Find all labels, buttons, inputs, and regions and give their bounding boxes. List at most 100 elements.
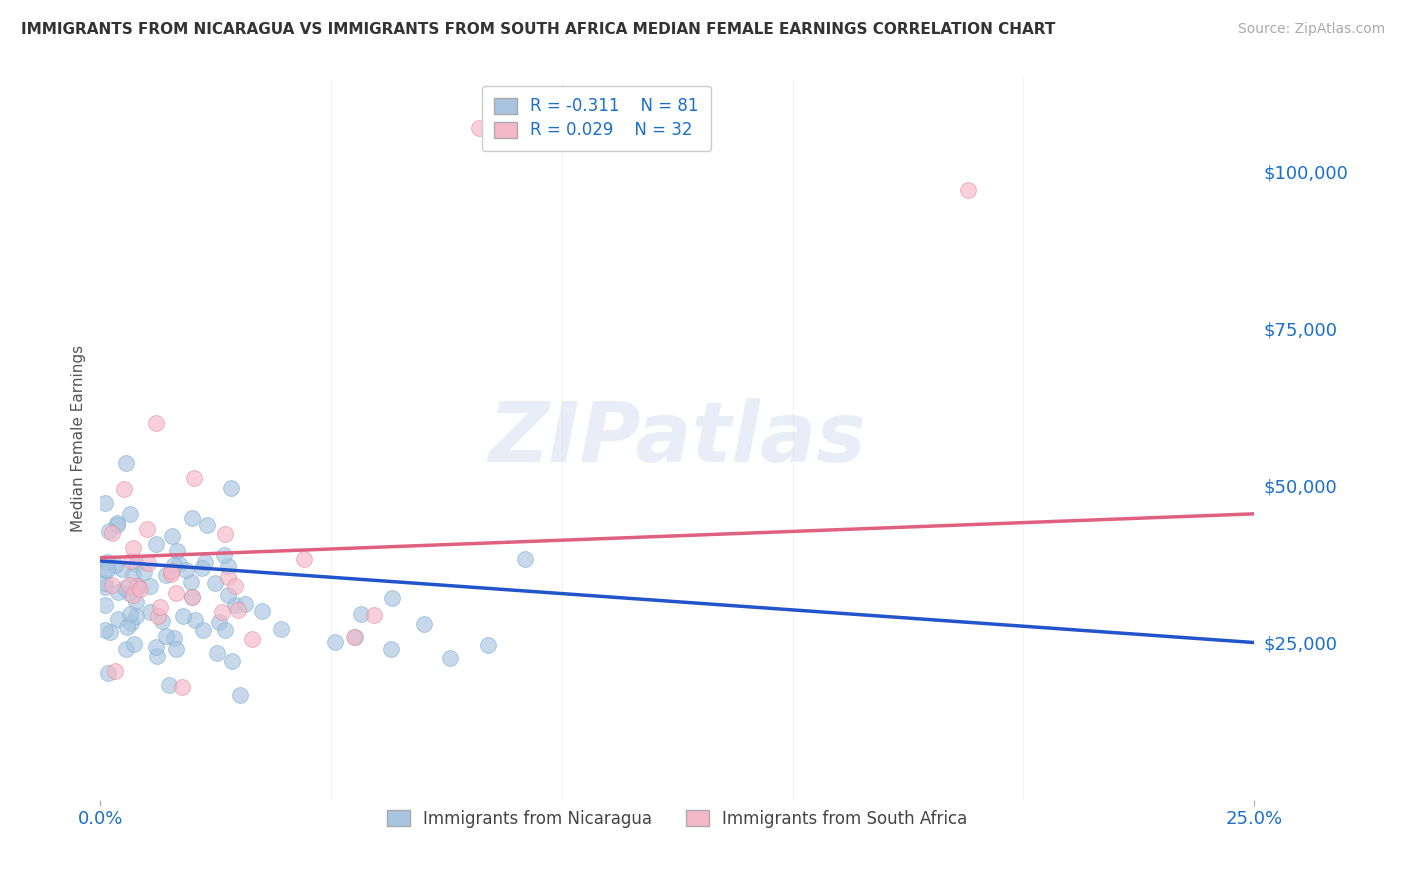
- Point: [214, 526, 236, 541]
- Text: Source: ZipAtlas.com: Source: ZipAtlas.com: [1237, 22, 1385, 37]
- Point: [122, 637, 145, 651]
- Point: [93, 496, 115, 510]
- Point: [111, 562, 134, 576]
- Point: [205, 646, 228, 660]
- Point: [342, 630, 364, 644]
- Text: IMMIGRANTS FROM NICARAGUA VS IMMIGRANTS FROM SOUTH AFRICA MEDIAN FEMALE EARNINGS: IMMIGRANTS FROM NICARAGUA VS IMMIGRANTS …: [21, 22, 1056, 37]
- Point: [477, 638, 499, 652]
- Point: [101, 578, 124, 592]
- Point: [165, 642, 187, 657]
- Point: [122, 567, 145, 582]
- Point: [112, 482, 135, 496]
- Point: [160, 567, 183, 582]
- Point: [217, 588, 239, 602]
- Point: [226, 603, 249, 617]
- Point: [381, 591, 404, 605]
- Point: [115, 642, 138, 657]
- Point: [380, 642, 402, 657]
- Point: [114, 582, 136, 596]
- Point: [160, 529, 183, 543]
- Point: [195, 517, 218, 532]
- Point: [155, 629, 177, 643]
- Point: [107, 516, 129, 531]
- Point: [191, 624, 214, 638]
- Point: [240, 632, 263, 647]
- Point: [98, 625, 121, 640]
- Legend: Immigrants from Nicaragua, Immigrants from South Africa: Immigrants from Nicaragua, Immigrants fr…: [380, 803, 974, 835]
- Point: [146, 648, 169, 663]
- Y-axis label: Median Female Earnings: Median Female Earnings: [72, 345, 86, 532]
- Point: [122, 541, 145, 555]
- Point: [93, 623, 115, 637]
- Point: [172, 608, 194, 623]
- Point: [134, 565, 156, 579]
- Point: [292, 552, 315, 566]
- Point: [163, 632, 186, 646]
- Point: [350, 607, 373, 622]
- Point: [104, 665, 127, 679]
- Point: [167, 557, 190, 571]
- Point: [212, 548, 235, 562]
- Point: [224, 579, 246, 593]
- Point: [93, 580, 115, 594]
- Point: [145, 640, 167, 655]
- Point: [125, 557, 148, 571]
- Point: [467, 120, 489, 135]
- Point: [956, 184, 979, 198]
- Point: [124, 595, 146, 609]
- Point: [98, 524, 121, 539]
- Point: [115, 620, 138, 634]
- Point: [217, 570, 239, 584]
- Point: [229, 689, 252, 703]
- Point: [93, 575, 115, 590]
- Point: [118, 586, 141, 600]
- Point: [363, 608, 385, 623]
- Point: [145, 416, 167, 430]
- Point: [208, 615, 231, 629]
- Point: [128, 582, 150, 596]
- Point: [127, 579, 149, 593]
- Point: [101, 525, 124, 540]
- Point: [180, 574, 202, 589]
- Point: [181, 590, 204, 604]
- Point: [120, 554, 142, 568]
- Point: [93, 598, 115, 612]
- Point: [194, 555, 217, 569]
- Point: [513, 552, 536, 566]
- Point: [114, 456, 136, 470]
- Point: [183, 471, 205, 485]
- Point: [181, 511, 204, 525]
- Point: [127, 580, 149, 594]
- Point: [150, 614, 173, 628]
- Point: [180, 590, 202, 604]
- Point: [125, 579, 148, 593]
- Point: [214, 624, 236, 638]
- Point: [224, 598, 246, 612]
- Point: [184, 613, 207, 627]
- Point: [204, 576, 226, 591]
- Point: [233, 597, 256, 611]
- Point: [93, 563, 115, 577]
- Point: [221, 654, 243, 668]
- Point: [166, 544, 188, 558]
- Point: [97, 665, 120, 680]
- Point: [165, 585, 187, 599]
- Point: [439, 651, 461, 665]
- Point: [219, 481, 242, 495]
- Text: ZIPatlas: ZIPatlas: [488, 398, 866, 479]
- Point: [107, 585, 129, 599]
- Point: [136, 522, 159, 536]
- Point: [211, 605, 233, 619]
- Point: [145, 537, 167, 551]
- Point: [139, 605, 162, 619]
- Point: [107, 612, 129, 626]
- Point: [125, 609, 148, 624]
- Point: [157, 678, 180, 692]
- Point: [96, 563, 118, 577]
- Point: [120, 616, 142, 631]
- Point: [170, 680, 193, 694]
- Point: [96, 555, 118, 569]
- Point: [118, 578, 141, 592]
- Point: [413, 616, 436, 631]
- Point: [155, 567, 177, 582]
